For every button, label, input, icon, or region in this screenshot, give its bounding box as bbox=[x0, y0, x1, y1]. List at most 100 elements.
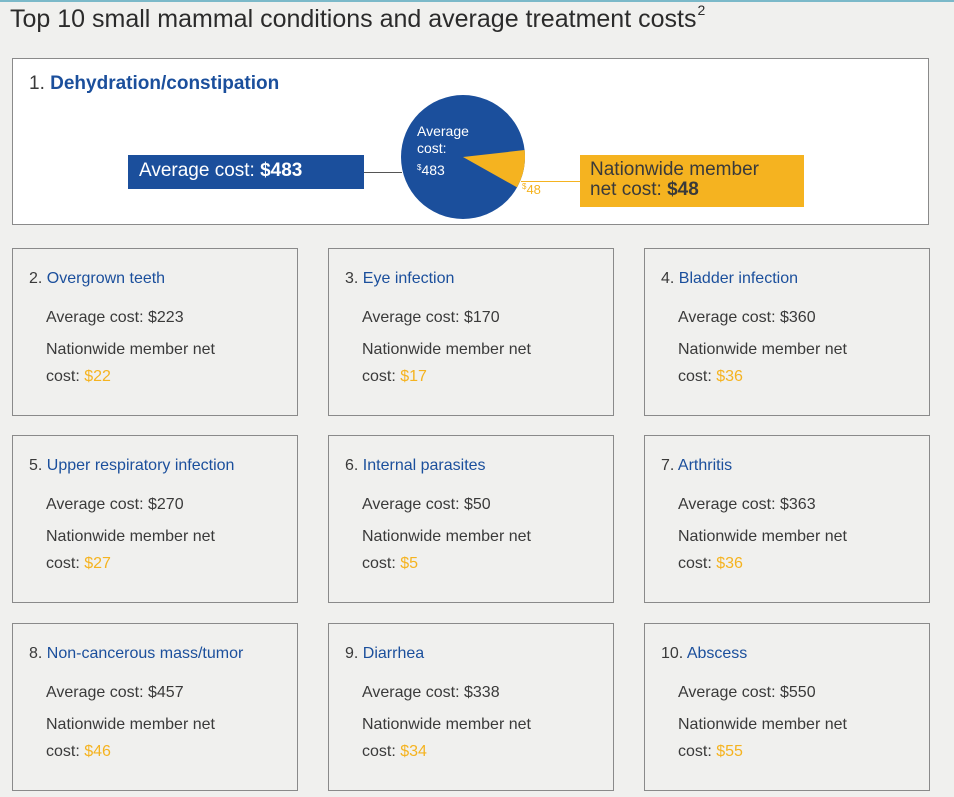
condition-card-6: 6. Internal parasites Average cost: $50 … bbox=[328, 435, 614, 603]
card-condition-name: Internal parasites bbox=[362, 457, 486, 474]
average-cost-value: $483 bbox=[260, 160, 303, 181]
card-average-cost: Average cost: $360 bbox=[678, 309, 816, 327]
footnote-marker: 2 bbox=[697, 2, 706, 18]
condition-card-5: 5. Upper respiratory infection Average c… bbox=[12, 435, 298, 603]
condition-card-7: 7. Arthritis Average cost: $363 Nationwi… bbox=[644, 435, 930, 603]
net-connector-line bbox=[521, 181, 581, 182]
card-title: 10. Abscess bbox=[661, 645, 747, 663]
card-title: 5. Upper respiratory infection bbox=[29, 457, 234, 475]
card-net-label-line1: Nationwide member net bbox=[362, 716, 531, 733]
card-net-label-line1: Nationwide member net bbox=[46, 528, 215, 545]
net-cost-value: $48 bbox=[667, 179, 699, 200]
net-cost-line2: net cost: $48 bbox=[590, 180, 804, 200]
card-average-cost: Average cost: $50 bbox=[362, 496, 491, 514]
card-net-value: $46 bbox=[84, 743, 111, 760]
card-net-cost: cost: $46 bbox=[46, 743, 111, 761]
card-number: 5. bbox=[29, 457, 43, 474]
pie-label-line2: cost: bbox=[417, 140, 447, 156]
page-title: Top 10 small mammal conditions and avera… bbox=[10, 2, 705, 34]
card-average-value: $457 bbox=[148, 684, 184, 701]
card-number: 10. bbox=[661, 645, 684, 662]
card-average-value: $338 bbox=[464, 684, 500, 701]
condition-card-2: 2. Overgrown teeth Average cost: $223 Na… bbox=[12, 248, 298, 416]
card-number: 4. bbox=[661, 270, 675, 287]
card-condition-name: Non-cancerous mass/tumor bbox=[46, 645, 244, 662]
card-average-value: $170 bbox=[464, 309, 500, 326]
card-net-cost: cost: $55 bbox=[678, 743, 743, 761]
card-net-label-line2: cost: bbox=[678, 555, 712, 572]
net-cost-box: Nationwide member net cost: $48 bbox=[580, 155, 804, 207]
card-average-label: Average cost: bbox=[362, 496, 460, 513]
card-average-label: Average cost: bbox=[46, 309, 144, 326]
card-number: 9. bbox=[345, 645, 359, 662]
card-net-label-line2: cost: bbox=[46, 555, 80, 572]
card-average-label: Average cost: bbox=[362, 309, 460, 326]
card-average-cost: Average cost: $363 bbox=[678, 496, 816, 514]
card-net-label-line1: Nationwide member net bbox=[46, 716, 215, 733]
card-condition-name: Eye infection bbox=[362, 270, 455, 287]
card-net-value: $36 bbox=[716, 368, 743, 385]
card-average-cost: Average cost: $270 bbox=[46, 496, 184, 514]
card-title: 6. Internal parasites bbox=[345, 457, 486, 475]
card-net-value: $27 bbox=[84, 555, 111, 572]
feature-name: Dehydration/constipation bbox=[50, 73, 280, 94]
condition-card-3: 3. Eye infection Average cost: $170 Nati… bbox=[328, 248, 614, 416]
card-net-label-line1: Nationwide member net bbox=[46, 341, 215, 358]
card-title: 7. Arthritis bbox=[661, 457, 732, 475]
card-average-cost: Average cost: $223 bbox=[46, 309, 184, 327]
card-average-value: $50 bbox=[464, 496, 491, 513]
slice-value-symbol: $ bbox=[522, 182, 527, 191]
pie-value: $483 bbox=[417, 159, 445, 179]
condition-card-8: 8. Non-cancerous mass/tumor Average cost… bbox=[12, 623, 298, 791]
top-rule bbox=[0, 0, 954, 2]
average-connector-line bbox=[364, 172, 402, 173]
card-net-label-line2: cost: bbox=[46, 743, 80, 760]
net-cost-line1: Nationwide member bbox=[590, 159, 759, 180]
card-average-cost: Average cost: $550 bbox=[678, 684, 816, 702]
average-cost-label: Average cost: bbox=[139, 160, 255, 181]
card-number: 3. bbox=[345, 270, 359, 287]
card-title: 8. Non-cancerous mass/tumor bbox=[29, 645, 243, 663]
page-title-text: Top 10 small mammal conditions and avera… bbox=[10, 5, 697, 33]
card-net-label-line2: cost: bbox=[678, 743, 712, 760]
card-average-label: Average cost: bbox=[678, 496, 776, 513]
card-net-label-line2: cost: bbox=[678, 368, 712, 385]
pie-value-number: 483 bbox=[421, 162, 445, 178]
card-average-label: Average cost: bbox=[362, 684, 460, 701]
card-net-value: $22 bbox=[84, 368, 111, 385]
card-title: 3. Eye infection bbox=[345, 270, 454, 288]
card-title: 4. Bladder infection bbox=[661, 270, 798, 288]
pie-label-line1: Average bbox=[417, 123, 469, 139]
card-net-cost: cost: $36 bbox=[678, 368, 743, 386]
card-net-cost: cost: $34 bbox=[362, 743, 427, 761]
card-net-value: $55 bbox=[716, 743, 743, 760]
card-number: 6. bbox=[345, 457, 359, 474]
card-net-cost: cost: $17 bbox=[362, 368, 427, 386]
card-average-value: $270 bbox=[148, 496, 184, 513]
cost-pie-chart bbox=[401, 95, 525, 219]
card-title: 9. Diarrhea bbox=[345, 645, 424, 663]
card-net-value: $5 bbox=[400, 555, 419, 572]
card-net-label-line2: cost: bbox=[362, 555, 396, 572]
card-net-label-line1: Nationwide member net bbox=[362, 341, 531, 358]
card-net-value: $17 bbox=[400, 368, 427, 385]
card-net-cost: cost: $27 bbox=[46, 555, 111, 573]
card-net-value: $36 bbox=[716, 555, 743, 572]
card-number: 2. bbox=[29, 270, 43, 287]
card-average-label: Average cost: bbox=[678, 309, 776, 326]
feature-condition-card: 1. Dehydration/constipation Average cost… bbox=[12, 58, 929, 225]
card-average-cost: Average cost: $338 bbox=[362, 684, 500, 702]
pie-value-symbol: $ bbox=[417, 163, 422, 172]
card-net-label-line1: Nationwide member net bbox=[678, 528, 847, 545]
card-condition-name: Bladder infection bbox=[678, 270, 798, 287]
average-cost-box: Average cost: $483 bbox=[128, 155, 364, 189]
card-net-label-line2: cost: bbox=[362, 368, 396, 385]
net-cost-label: net cost: bbox=[590, 179, 662, 200]
card-net-cost: cost: $36 bbox=[678, 555, 743, 573]
card-condition-name: Arthritis bbox=[677, 457, 733, 474]
condition-card-10: 10. Abscess Average cost: $550 Nationwid… bbox=[644, 623, 930, 791]
pie-net-slice bbox=[463, 150, 525, 188]
card-net-label-line1: Nationwide member net bbox=[678, 716, 847, 733]
card-net-cost: cost: $22 bbox=[46, 368, 111, 386]
feature-title: 1. Dehydration/constipation bbox=[29, 73, 279, 95]
